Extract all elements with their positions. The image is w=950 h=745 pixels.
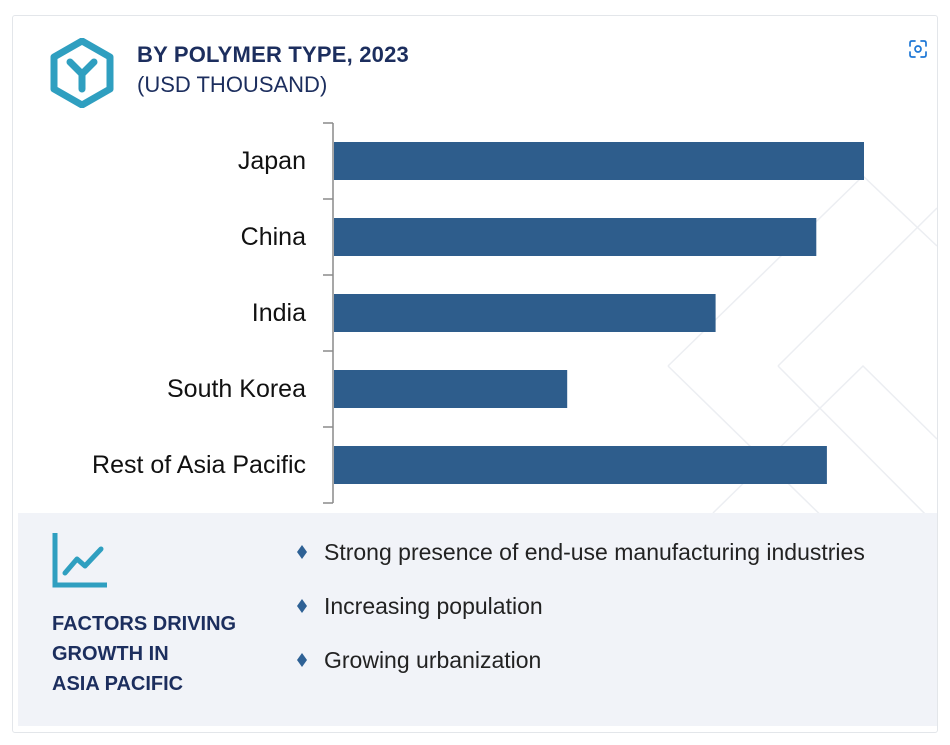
chart-card: BY POLYMER TYPE, 2023 (USD THOUSAND) Jap…	[12, 15, 938, 733]
chart-subtitle: (USD THOUSAND)	[137, 72, 328, 97]
bar-south-korea	[334, 370, 568, 408]
expand-image-icon	[909, 40, 927, 58]
bar-chart: Japan China India South Korea Rest of Asia P…	[92, 122, 864, 504]
bar-rest-of-asia-pacific	[334, 446, 827, 484]
factor-item: Strong presence of end-use manufacturing…	[294, 535, 914, 570]
chart-title: BY POLYMER TYPE, 2023	[137, 42, 409, 67]
hexagon-y-icon	[50, 38, 114, 108]
bar-china	[334, 218, 817, 256]
category-label: China	[241, 223, 306, 251]
trend-chart-icon	[52, 533, 107, 588]
category-label: South Korea	[167, 375, 306, 403]
factors-title: FACTORS DRIVING GROWTH IN ASIA PACIFIC	[52, 613, 237, 695]
category-label: Rest of Asia Pacific	[92, 451, 306, 479]
category-label: Japan	[238, 147, 306, 175]
factor-text: Strong presence of end-use manufacturing…	[324, 539, 865, 565]
diamond-bullet-icon	[297, 653, 307, 667]
factor-text: Growing urbanization	[324, 647, 542, 673]
factors-list: Strong presence of end-use manufacturing…	[294, 535, 914, 678]
factor-item: Increasing population	[294, 589, 914, 624]
bar-japan	[334, 142, 864, 180]
factor-text: Increasing population	[324, 593, 543, 619]
factor-item: Growing urbanization	[294, 643, 914, 678]
bar-india	[334, 294, 716, 332]
expand-image-button[interactable]	[903, 34, 933, 64]
diamond-bullet-icon	[297, 599, 307, 613]
category-label: India	[252, 299, 306, 327]
growth-factors-panel: FACTORS DRIVING GROWTH IN ASIA PACIFIC S…	[18, 513, 937, 726]
diamond-bullet-icon	[297, 545, 307, 559]
